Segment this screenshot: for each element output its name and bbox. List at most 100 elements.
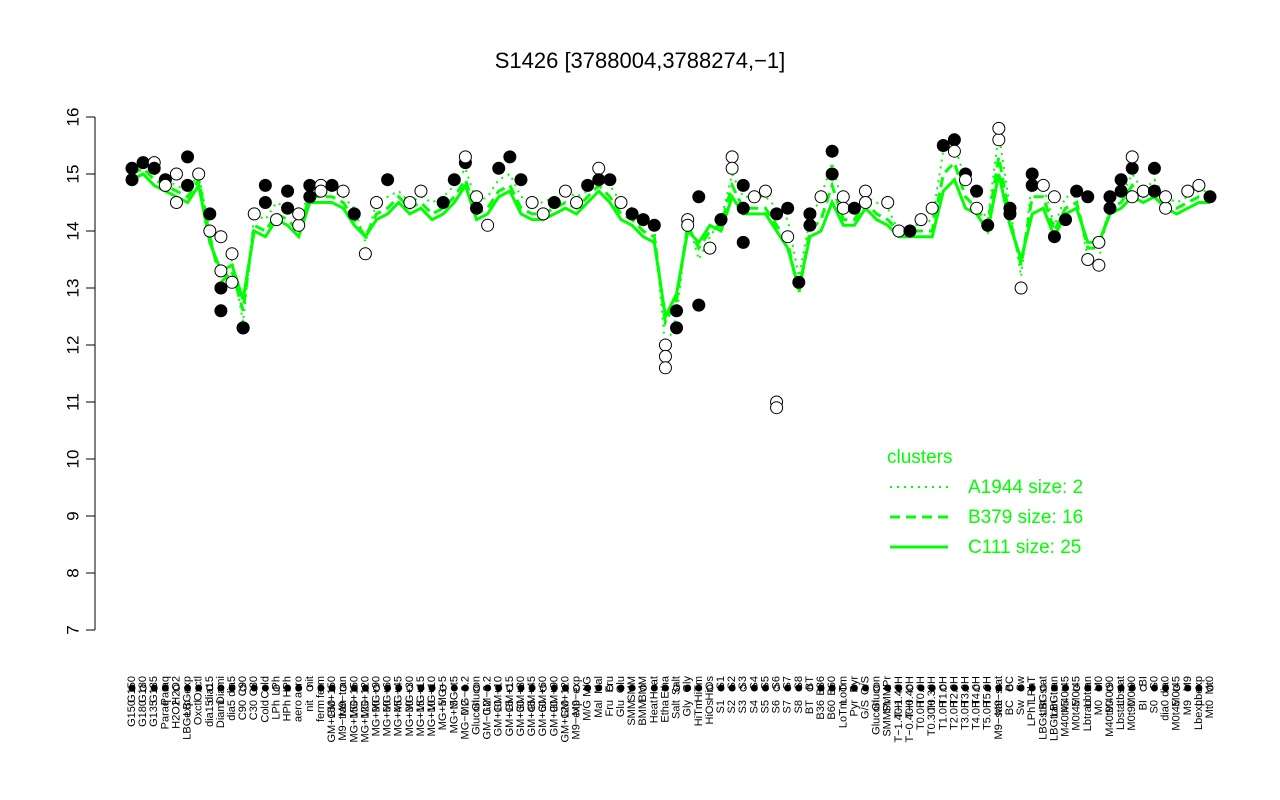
x-tick-label-lower: dia0 xyxy=(1160,700,1172,721)
data-point xyxy=(892,224,906,238)
x-tick-label-lower: B36 xyxy=(815,700,827,720)
x-category-marker xyxy=(973,684,981,692)
data-point xyxy=(458,150,472,164)
y-tick-label: 16 xyxy=(63,108,82,127)
x-category-marker xyxy=(417,684,425,692)
x-tick-label: C90 xyxy=(237,676,249,696)
x-tick-label: H2O2 xyxy=(170,676,182,705)
data-point xyxy=(181,150,195,164)
x-category-marker xyxy=(139,684,147,692)
x-category-marker xyxy=(450,684,458,692)
x-tick-label-lower: Glucon xyxy=(471,700,483,735)
x-tick-label-lower: MG+t5 xyxy=(448,700,460,733)
data-point xyxy=(725,150,739,164)
x-tick-label: M9−exp xyxy=(571,676,583,715)
x-category-marker xyxy=(1128,684,1136,692)
x-tick-label-lower: S7 xyxy=(782,700,794,713)
data-point xyxy=(1047,230,1061,244)
x-tick-label-lower: Salt xyxy=(671,700,683,719)
data-point xyxy=(214,304,228,318)
x-tick-label: M0t45 xyxy=(1071,676,1083,707)
x-category-marker xyxy=(917,684,925,692)
data-point xyxy=(203,224,217,238)
data-point xyxy=(1125,161,1139,175)
data-point xyxy=(158,178,172,192)
data-point xyxy=(1147,161,1161,175)
x-category-marker xyxy=(795,684,803,692)
x-tick-label-lower: T0.30H xyxy=(926,700,938,736)
x-tick-label-lower: aero xyxy=(293,700,305,722)
x-tick-label-lower: S0 xyxy=(1148,700,1160,713)
x-category-marker xyxy=(584,684,592,692)
x-tick-label-lower: BI xyxy=(1137,700,1149,710)
x-tick-label: GM+15 xyxy=(504,676,516,712)
x-tick-label-lower: LBGexp xyxy=(182,700,194,740)
data-point xyxy=(258,196,272,209)
x-category-marker xyxy=(606,684,614,692)
x-tick-label-lower: GM+10 xyxy=(493,700,505,736)
data-point xyxy=(1114,184,1128,198)
x-tick-label: S8 xyxy=(793,676,805,689)
x-tick-label-lower: T4.0H xyxy=(971,700,983,730)
x-tick-label: C30 xyxy=(248,676,260,696)
x-tick-label-lower: GM+15 xyxy=(504,700,516,736)
x-tick-label: M40t90 xyxy=(1104,676,1116,713)
x-tick-label: Gly xyxy=(682,676,694,693)
data-point xyxy=(347,207,361,221)
x-tick-label: MG+30 xyxy=(404,676,416,712)
x-category-marker xyxy=(295,684,303,692)
x-category-marker xyxy=(1095,684,1103,692)
x-category-marker xyxy=(650,684,658,692)
x-tick-label-lower: LBGtran xyxy=(1048,700,1060,741)
x-tick-label-lower: Lbexp xyxy=(1193,700,1205,730)
x-tick-label-lower: Glucon xyxy=(871,700,883,735)
x-tick-label-lower: dia15 xyxy=(204,700,216,727)
x-tick-label: MG+5 xyxy=(437,676,449,706)
x-tick-label: HiTm xyxy=(693,676,705,702)
x-category-marker xyxy=(184,684,192,692)
x-category-marker xyxy=(939,684,947,692)
x-tick-label: dia15 xyxy=(204,676,216,703)
x-tick-label: Pyr xyxy=(848,676,860,693)
x-category-marker xyxy=(906,684,914,692)
data-point xyxy=(736,201,750,215)
data-point xyxy=(1136,184,1150,198)
data-point xyxy=(1125,190,1139,204)
x-tick-label-lower: SMM xyxy=(626,700,638,726)
x-tick-label: T0.30H xyxy=(926,676,938,712)
x-category-marker xyxy=(561,684,569,692)
x-tick-label: Lbexp xyxy=(1193,676,1205,706)
x-tick-label: Etha xyxy=(659,675,671,699)
x-tick-label-lower: G/S xyxy=(859,700,871,719)
x-category-marker xyxy=(706,684,714,692)
x-tick-label-lower: T−1.40H xyxy=(893,700,905,743)
x-category-marker xyxy=(761,684,769,692)
data-point xyxy=(403,196,417,209)
x-category-marker xyxy=(473,684,481,692)
x-category-marker xyxy=(484,684,492,692)
data-point xyxy=(303,190,317,204)
x-tick-label-lower: Etha xyxy=(659,699,671,723)
x-category-marker xyxy=(539,684,547,692)
data-point xyxy=(781,230,795,244)
x-tick-label: GM+10 xyxy=(493,676,505,712)
x-category-marker xyxy=(339,684,347,692)
data-point xyxy=(1092,235,1106,249)
x-tick-label: MG+15 xyxy=(415,676,427,712)
legend-label: A1944 size: 2 xyxy=(968,477,1083,498)
data-point xyxy=(1070,184,1084,198)
x-tick-label-lower: T1.0H xyxy=(937,700,949,730)
data-point xyxy=(692,190,706,204)
x-tick-label: GM−0.2 xyxy=(482,676,494,715)
data-point xyxy=(858,196,872,209)
x-category-marker xyxy=(1106,684,1114,692)
x-tick-label: M/G xyxy=(582,676,594,697)
data-point xyxy=(1114,173,1128,187)
data-point xyxy=(1092,258,1106,272)
data-point xyxy=(858,184,872,198)
data-point xyxy=(836,201,850,215)
x-category-marker xyxy=(306,684,314,692)
x-tick-label: MG+60 xyxy=(382,676,394,712)
data-point xyxy=(770,207,784,221)
x-tick-label-lower: MG+90 xyxy=(370,700,382,736)
